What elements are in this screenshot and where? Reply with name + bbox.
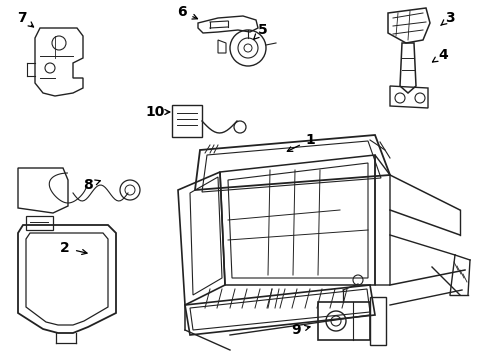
Text: 8: 8 [83,178,93,192]
Text: 6: 6 [177,5,187,19]
Text: 5: 5 [258,23,268,37]
Text: 3: 3 [445,11,455,25]
Text: 4: 4 [438,48,448,62]
Text: 7: 7 [17,11,27,25]
Text: 9: 9 [291,323,301,337]
Text: 1: 1 [305,133,315,147]
Text: 10: 10 [146,105,165,119]
Text: 2: 2 [60,241,70,255]
